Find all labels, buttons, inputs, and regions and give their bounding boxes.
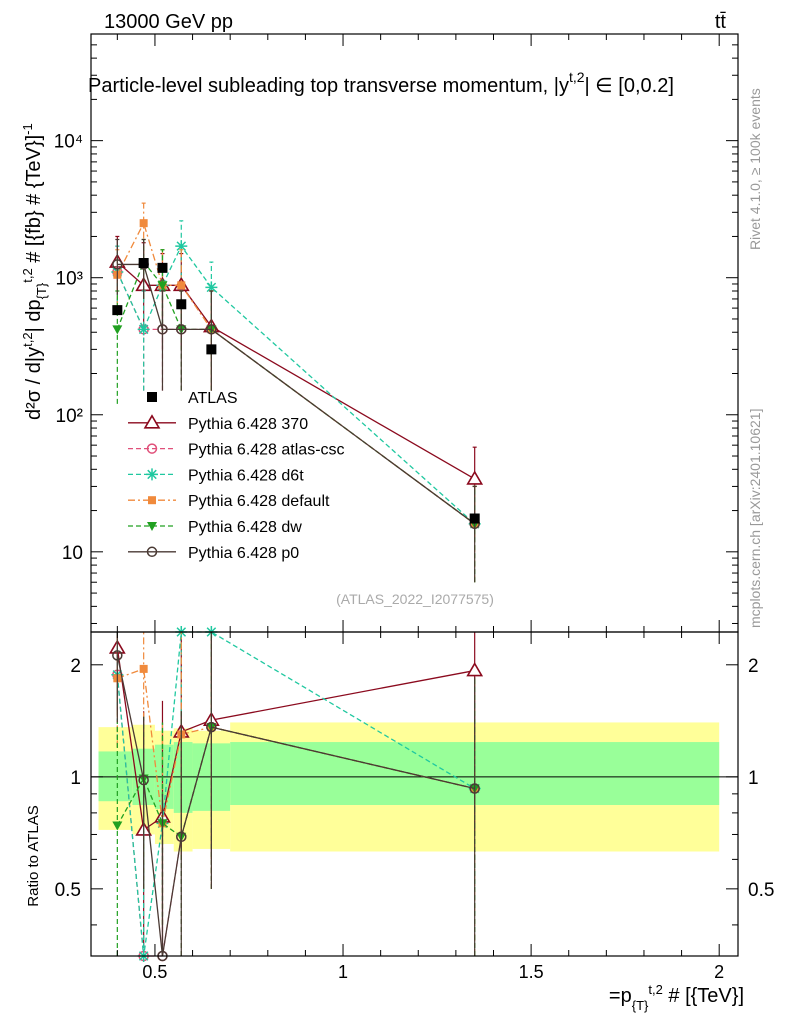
legend-marker-d6t: [146, 468, 158, 481]
series-line-atlascsc: [116, 271, 476, 525]
top-y-axis-label: d²σ / d|yt,2| dp{T}t,2 # [{fb} # {TeV}]-…: [20, 123, 49, 420]
point-d6t-4: [205, 281, 218, 294]
data-point-5: [469, 513, 480, 524]
data-point-0: [112, 305, 123, 316]
ratio-y-axis-label: Ratio to ATLAS: [25, 805, 42, 906]
top-y-tick-label-3: 10⁴: [54, 132, 83, 153]
chart-title: Particle-level subleading top transverse…: [88, 69, 674, 97]
ratio-y-tick-label-right-0: 0.5: [748, 880, 774, 901]
series-line-p0: [117, 263, 476, 525]
point-default-1: [139, 219, 148, 228]
data-point-4: [206, 344, 217, 355]
top-panel-frame: [90, 33, 739, 633]
ratio-y-tick-label-1: 1: [70, 768, 81, 789]
chart-title-main: Particle-level subleading top transverse…: [88, 75, 569, 97]
series-line-p370: [116, 261, 476, 480]
header-energy: 13000 GeV pp: [104, 11, 233, 33]
legend-entry-d6t: Pythia 6.428 d6t: [128, 467, 304, 484]
ratio-y-tick-label-2: 2: [70, 656, 81, 677]
ratio-uncertainty-bands: [91, 722, 738, 852]
point-p0-2: [157, 324, 168, 335]
legend: ATLAS Pythia 6.428 370 Pythia 6.428 atlas-…: [128, 390, 345, 562]
axes: 0.5 1 1.5 2 10 10² 10³ 10⁴ 0.5 0.5 1 1 2 2: [54, 33, 774, 982]
ratio-point-dw-0: [112, 821, 123, 831]
point-dw-0: [112, 325, 123, 335]
ratio-point-p0-3: [176, 831, 187, 843]
data-point-3: [176, 299, 187, 310]
top-y-tick-label-0: 10: [62, 543, 83, 564]
legend-entry-default: Pythia 6.428 default: [128, 493, 330, 510]
x-tick-label-0: 0.5: [142, 962, 167, 982]
ratio-point-p0-1: [138, 774, 149, 786]
ratio-y-tick-label-right-1: 1: [748, 768, 759, 789]
ratio-point-p370-5: [466, 661, 484, 677]
legend-entry-atlascsc: Pythia 6.428 atlas-csc: [128, 442, 345, 459]
point-d6t-1: [137, 323, 150, 336]
analysis-watermark: (ATLAS_2022_I2077575): [336, 591, 494, 607]
series-line-default: [116, 221, 476, 525]
chart-title-tail: | ∈ [0,0.2]: [585, 75, 674, 97]
ratio-point-default-1: [139, 664, 148, 673]
legend-label-dw: Pythia 6.428 dw: [188, 519, 302, 536]
point-p0-0: [112, 259, 123, 270]
legend-label-atlascsc: Pythia 6.428 atlas-csc: [188, 442, 345, 459]
legend-marker-data: [147, 392, 157, 402]
rivet-version-label: Rivet 4.1.0, ≥ 100k events: [747, 88, 763, 250]
point-dw-2: [157, 281, 168, 291]
point-p0-4: [206, 324, 217, 335]
legend-marker-p0: [146, 546, 158, 558]
legend-marker-default: [148, 496, 156, 505]
ratio-line-p370: [116, 647, 475, 832]
band-inner-3: [173, 742, 193, 813]
point-p0-3: [176, 324, 187, 335]
ratio-point-p0-0: [112, 650, 123, 661]
x-tick-label-1: 1: [338, 962, 348, 982]
legend-entry-data: ATLAS: [147, 390, 238, 407]
legend-marker-dw: [147, 522, 157, 531]
legend-label-p370: Pythia 6.428 370: [188, 416, 308, 433]
legend-label-p0: Pythia 6.428 p0: [188, 545, 299, 562]
legend-entry-p370: Pythia 6.428 370: [128, 414, 308, 433]
legend-label-data: ATLAS: [188, 390, 238, 407]
ratio-series-p0: [112, 632, 480, 962]
ratio-y-tick-label-0: 0.5: [55, 880, 81, 901]
data-point-1: [138, 258, 149, 269]
data-point-2: [157, 262, 168, 273]
point-default-3: [177, 281, 186, 290]
ratio-point-p0-4: [206, 721, 217, 733]
top-y-tick-label-2: 10³: [56, 269, 83, 290]
legend-label-default: Pythia 6.428 default: [188, 493, 330, 510]
chart-title-sup: t,2: [569, 69, 585, 85]
ratio-point-p0-5: [469, 783, 480, 794]
x-tick-label-2: 1.5: [519, 962, 544, 982]
x-tick-label-3: 2: [714, 962, 724, 982]
top-panel-series: [108, 202, 484, 583]
header-process: tt̄: [715, 11, 727, 33]
legend-entry-p0: Pythia 6.428 p0: [128, 545, 299, 562]
legend-marker-p370: [143, 414, 161, 429]
top-y-tick-label-1: 10²: [56, 406, 83, 427]
ratio-line-p0: [116, 655, 475, 957]
x-axis-label: =p{T}t,2 # [{TeV}]: [609, 982, 744, 1013]
point-p370-5: [466, 470, 484, 485]
point-d6t-3: [175, 240, 188, 253]
ratio-panel-series: [108, 626, 484, 962]
series-atlas-data: [112, 258, 480, 524]
ratio-line-d6t: [116, 631, 476, 957]
mcplots-label: mcplots.cern.ch [arXiv:2401.10621]: [747, 409, 763, 628]
series-line-d6t: [116, 244, 476, 525]
ratio-y-tick-label-right-2: 2: [748, 656, 759, 677]
legend-label-d6t: Pythia 6.428 d6t: [188, 467, 304, 484]
legend-marker-atlascsc: [146, 443, 158, 454]
legend-entry-dw: Pythia 6.428 dw: [128, 519, 302, 536]
